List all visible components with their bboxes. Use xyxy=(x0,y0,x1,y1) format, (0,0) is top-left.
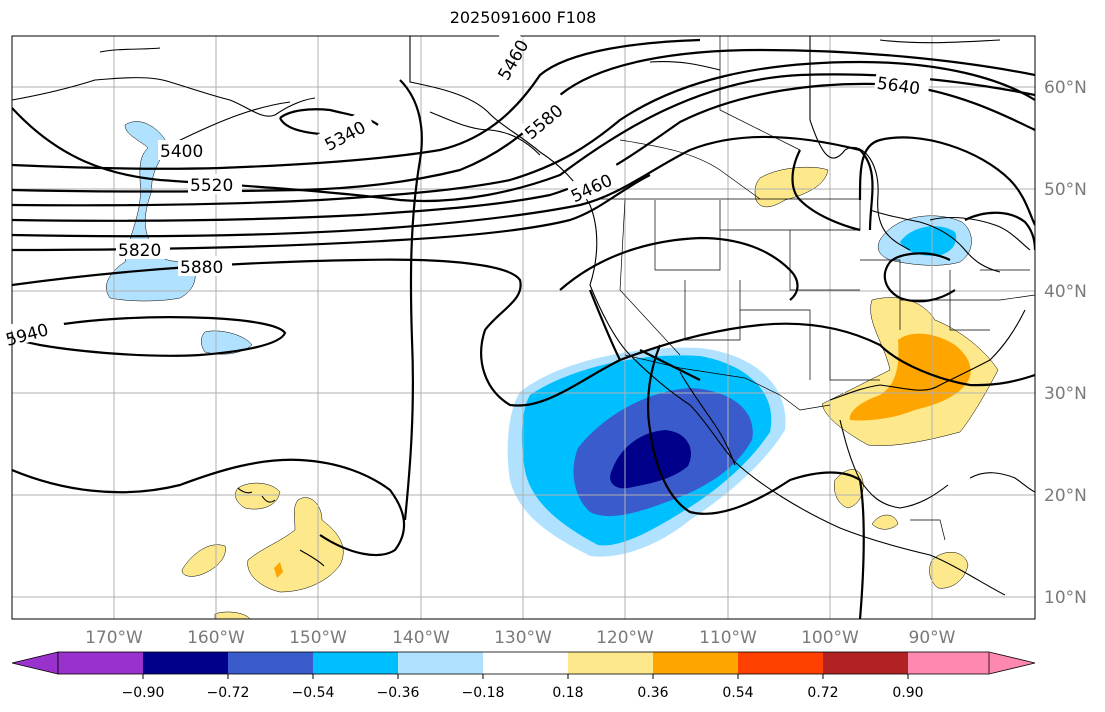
colorbar-segment-3 xyxy=(228,652,314,674)
lon-label-160w: 160°W xyxy=(187,628,245,648)
colorbar-segment-9 xyxy=(738,652,824,674)
colorbar-outline xyxy=(57,651,990,675)
contour-label-group: 5460 5580 5640 5340 5400 5520 5820 5880 … xyxy=(4,26,931,351)
anomaly-pos-central-america xyxy=(929,552,969,589)
colorbar-min-extension xyxy=(11,651,59,675)
anomaly-pos-caribbean-small xyxy=(871,514,899,530)
lat-label-60n: 60°N xyxy=(1044,78,1087,98)
anomaly-pos-hawaii-4 xyxy=(214,611,251,619)
contour-label-5880: 5880 xyxy=(180,258,223,278)
colorbar-segment-8 xyxy=(653,652,739,674)
colorbar-tick-label-9: 0.72 xyxy=(807,685,838,701)
lon-label-170w: 170°W xyxy=(85,628,143,648)
colorbar-tick-label-8: 0.54 xyxy=(722,685,753,701)
lat-label-30n: 30°N xyxy=(1044,384,1087,404)
lon-label-130w: 130°W xyxy=(494,628,552,648)
lon-label-150w: 150°W xyxy=(289,628,347,648)
chart-title: 2025091600 F108 xyxy=(449,8,597,27)
anomaly-pos-hawaii-3 xyxy=(181,544,226,577)
colorbar-ticks xyxy=(142,674,909,679)
anomaly-pos-hawaii-1 xyxy=(235,482,281,510)
anomaly-neg-core xyxy=(610,430,692,489)
anomaly-pos-gulf-coast-mid xyxy=(849,333,971,421)
lon-label-100w: 100°W xyxy=(801,628,859,648)
anomaly-neg-small-pacific xyxy=(201,330,253,355)
lat-label-40n: 40°N xyxy=(1044,282,1087,302)
anomaly-pos-canada xyxy=(754,166,829,208)
colorbar-tick-label-6: 0.18 xyxy=(552,685,583,701)
lon-label-120w: 120°W xyxy=(596,628,654,648)
colorbar-segment-1 xyxy=(58,652,144,674)
colorbar-segment-5 xyxy=(398,652,484,674)
colorbar-segment-7 xyxy=(568,652,654,674)
anomaly-pos-yucatan xyxy=(834,469,864,509)
anomaly-pos-hawaii-2 xyxy=(247,497,344,593)
political-borders xyxy=(598,36,1035,541)
lat-label-20n: 20°N xyxy=(1044,486,1087,506)
lon-label-90w: 90°W xyxy=(909,628,956,648)
colorbar-tick-label-2: −0.72 xyxy=(207,685,250,701)
anomaly-pos-hawaii-core xyxy=(274,562,283,578)
longitude-labels: 170°W 160°W 150°W 140°W 130°W 120°W 110°… xyxy=(85,628,956,648)
lat-label-50n: 50°N xyxy=(1044,180,1087,200)
colorbar-tick-label-4: −0.36 xyxy=(377,685,420,701)
lon-label-140w: 140°W xyxy=(392,628,450,648)
colorbar-segment-4 xyxy=(313,652,399,674)
lat-label-10n: 10°N xyxy=(1044,588,1087,608)
lon-label-110w: 110°W xyxy=(699,628,757,648)
contour-label-5400: 5400 xyxy=(160,142,203,162)
latitude-labels: 60°N 50°N 40°N 30°N 20°N 10°N xyxy=(1044,78,1087,608)
colorbar-segment-6 xyxy=(483,652,569,674)
colorbar-max-extension xyxy=(988,651,1036,675)
colorbar-segment-10 xyxy=(823,652,909,674)
map-gridlines xyxy=(12,36,1035,619)
colorbar-tick-label-10: 0.90 xyxy=(892,685,923,701)
contour-label-5520: 5520 xyxy=(190,176,233,196)
colorbar-tick-label-7: 0.36 xyxy=(637,685,668,701)
colorbar-tick-label-1: −0.90 xyxy=(122,685,165,701)
colorbar-tick-label-5: −0.18 xyxy=(462,685,505,701)
colorbar-segment-11 xyxy=(908,652,990,674)
colorbar-tick-label-3: −0.54 xyxy=(292,685,335,701)
contour-label-5820: 5820 xyxy=(118,241,161,261)
anomaly-neg-great-lakes-core xyxy=(900,226,957,256)
colorbar: −0.90 −0.72 −0.54 −0.36 −0.18 0.18 0.36 … xyxy=(11,651,1036,701)
colorbar-segment-2 xyxy=(143,652,229,674)
